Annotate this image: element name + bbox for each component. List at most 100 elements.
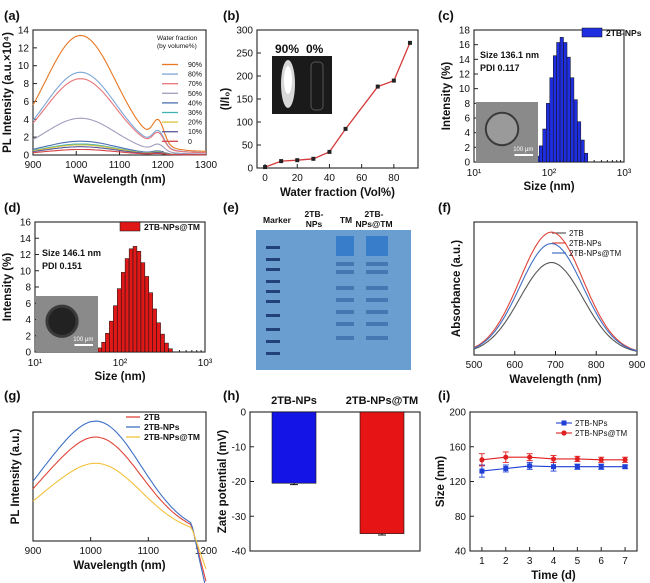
protein-band <box>366 322 388 326</box>
histogram-bar <box>124 258 130 353</box>
series-line-50pct <box>32 117 206 155</box>
x-axis-label-d: Size (nm) <box>94 371 145 383</box>
x-tick-label-i: 5 <box>575 556 581 567</box>
legend-label: 40% <box>188 100 202 107</box>
histogram-bar <box>563 42 568 163</box>
panel-letter-c: (c) <box>438 8 454 23</box>
y-tick-label-b: 200 <box>236 72 253 83</box>
x-axis-label-b: Water fraction (Vol%) <box>280 187 395 199</box>
panel-letter-e: (e) <box>223 200 239 215</box>
y-tick-label-d: 6 <box>25 299 31 310</box>
y-tick-label-d: 14 <box>20 234 32 245</box>
marker-band <box>266 258 280 261</box>
x-tick-label-c: 10³ <box>617 168 632 179</box>
data-point <box>375 84 380 89</box>
x-tick-label-a: 1200 <box>152 160 175 171</box>
panel-letter-h: (h) <box>223 388 240 403</box>
inset-label-90: 90% <box>275 42 299 56</box>
y-tick-label-d: 10 <box>20 266 32 277</box>
y-tick-label-h: 0 <box>240 408 246 419</box>
x-tick-label-b: 80 <box>388 173 400 184</box>
data-point <box>479 457 485 463</box>
legend-label: 2TB <box>144 412 160 422</box>
category-label: 2TB-NPs@TM <box>346 395 418 407</box>
y-axis-label-d: Intensity (%) <box>2 253 14 322</box>
y-axis-label-b: (I/I₀) <box>220 88 232 111</box>
inset-label-0: 0% <box>306 42 324 56</box>
legend-label: 20% <box>188 120 202 127</box>
x-tick-label-g: 1000 <box>80 546 103 557</box>
panel-letter-b: (b) <box>223 8 240 23</box>
marker-band <box>266 340 280 343</box>
marker-band <box>266 314 280 317</box>
marker-band <box>266 290 280 293</box>
legend-label: 2TB-NPs <box>575 419 607 428</box>
histogram-bar <box>132 246 138 353</box>
x-tick-label-i: 4 <box>551 556 557 567</box>
x-tick-label-g: 900 <box>25 546 42 557</box>
legend-label: 2TB-NPs@TM <box>144 432 200 442</box>
protein-band <box>366 286 388 290</box>
protein-band <box>366 262 388 266</box>
bar-2TB-NPs@TM <box>359 411 405 534</box>
data-point <box>479 468 485 474</box>
histogram-bar <box>542 128 547 163</box>
lane-smear-top <box>366 236 388 256</box>
histogram-bar <box>121 272 126 353</box>
legend-label: 10% <box>188 129 202 136</box>
y-tick-label-i: 160 <box>449 442 466 453</box>
legend-label: 2TB <box>569 229 584 238</box>
y-axis-label-h: Zate potential (mV) <box>217 430 229 534</box>
x-tick-label-b: 40 <box>324 173 336 184</box>
y-tick-label-a: 10 <box>18 61 30 72</box>
legend-label: 80% <box>188 72 202 79</box>
histogram-bar <box>113 305 118 353</box>
y-tick-label-b: 300 <box>236 26 253 37</box>
y-tick-label-c: 16 <box>459 40 471 51</box>
legend-title: Water fraction <box>157 35 198 42</box>
tem-scale-bar <box>514 154 534 156</box>
y-tick-label-d: 16 <box>20 218 32 229</box>
histogram-bar <box>109 320 114 353</box>
y-tick-label-b: 250 <box>236 49 253 60</box>
series-line-0 <box>32 148 206 156</box>
axes-frame-g <box>32 411 207 542</box>
panel-letter-g: (g) <box>4 388 21 403</box>
size-annotation: Size 146.1 nm <box>42 248 101 258</box>
y-tick-label-a: 8 <box>23 79 29 90</box>
y-tick-label-i: 200 <box>449 408 466 419</box>
legend-label: 30% <box>188 110 202 117</box>
legend-marker <box>561 420 567 426</box>
histogram-bar <box>577 121 582 163</box>
legend-label: 2TB-NPs <box>606 28 642 38</box>
y-tick-label-d: 12 <box>20 250 32 261</box>
legend-swatch <box>119 221 141 232</box>
y-tick-label-b: 150 <box>236 95 253 106</box>
panel-letter-f: (f) <box>438 200 451 215</box>
histogram-bar <box>168 348 173 353</box>
x-tick-label-d: 10² <box>113 358 128 369</box>
protein-band <box>336 310 354 314</box>
series-line-2TB-NPs <box>473 231 638 352</box>
marker-band <box>266 328 280 331</box>
legend-title: (by volume%) <box>157 43 197 50</box>
histogram-bar <box>556 42 561 163</box>
panel-letter-i: (i) <box>438 388 450 403</box>
vial-0 <box>310 61 324 111</box>
protein-band <box>366 298 388 302</box>
x-tick-label-f: 800 <box>588 360 605 371</box>
histogram-bar <box>156 322 161 353</box>
gel-lane-label: TM <box>340 215 352 225</box>
y-axis-label-g: PL Intensity (a.u.) <box>10 429 22 525</box>
x-tick-label-f: 700 <box>547 360 564 371</box>
data-point <box>503 465 509 471</box>
histogram-bar <box>140 262 146 353</box>
y-tick-label-c: 6 <box>464 114 470 125</box>
histogram-bar <box>584 152 589 163</box>
data-point <box>295 158 300 163</box>
histogram-bar <box>148 292 153 353</box>
y-tick-label-h: -30 <box>232 512 247 523</box>
data-point <box>527 463 533 469</box>
bar-2TB-NPs <box>271 411 317 484</box>
series-line-2TB-NPs@TM <box>473 242 638 352</box>
